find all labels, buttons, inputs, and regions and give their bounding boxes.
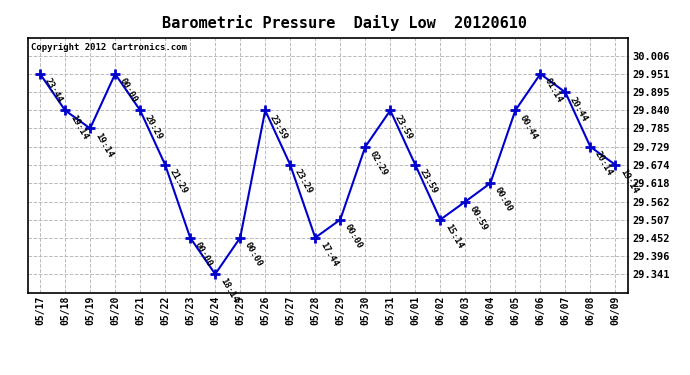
Text: 00:00: 00:00 bbox=[118, 77, 139, 105]
Text: 19:14: 19:14 bbox=[93, 131, 114, 159]
Text: 17:44: 17:44 bbox=[318, 240, 339, 268]
Text: 19:14: 19:14 bbox=[618, 168, 640, 195]
Text: 00:00: 00:00 bbox=[243, 240, 264, 268]
Text: 19:14: 19:14 bbox=[68, 113, 89, 141]
Text: 00:00: 00:00 bbox=[493, 186, 514, 214]
Text: Copyright 2012 Cartronics.com: Copyright 2012 Cartronics.com bbox=[30, 43, 186, 52]
Text: 02:29: 02:29 bbox=[368, 150, 389, 177]
Text: 18:14: 18:14 bbox=[218, 277, 239, 304]
Text: 01:14: 01:14 bbox=[543, 77, 564, 105]
Text: 23:59: 23:59 bbox=[418, 168, 440, 195]
Text: 00:59: 00:59 bbox=[468, 204, 489, 232]
Text: Barometric Pressure  Daily Low  20120610: Barometric Pressure Daily Low 20120610 bbox=[163, 15, 527, 31]
Text: 23:29: 23:29 bbox=[293, 168, 314, 195]
Text: 20:29: 20:29 bbox=[143, 113, 164, 141]
Text: 00:44: 00:44 bbox=[518, 113, 540, 141]
Text: 21:29: 21:29 bbox=[168, 168, 189, 195]
Text: 23:44: 23:44 bbox=[43, 77, 64, 105]
Text: 23:59: 23:59 bbox=[393, 113, 414, 141]
Text: 23:59: 23:59 bbox=[268, 113, 289, 141]
Text: 20:14: 20:14 bbox=[593, 150, 614, 177]
Text: 00:00: 00:00 bbox=[193, 240, 214, 268]
Text: 00:00: 00:00 bbox=[343, 222, 364, 250]
Text: 15:14: 15:14 bbox=[443, 222, 464, 250]
Text: 20:44: 20:44 bbox=[568, 95, 589, 123]
